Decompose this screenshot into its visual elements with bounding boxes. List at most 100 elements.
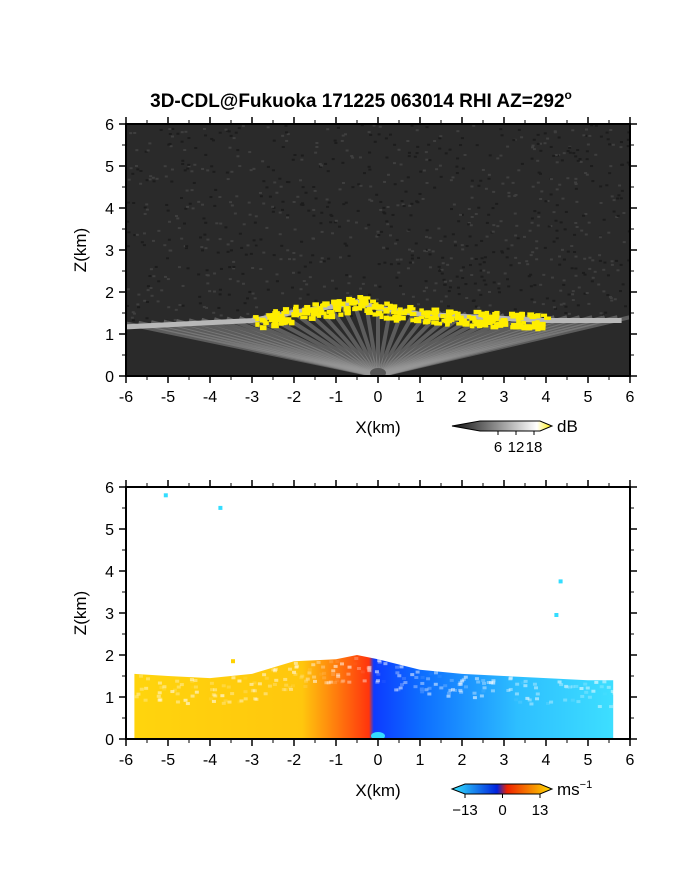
backscatter-aerosol-cell [483,316,488,322]
backscatter-beam [288,308,380,376]
velocity-gap-cell [347,680,352,684]
velocity-gap-cell [144,686,149,690]
backscatter-noise-cell [361,282,365,285]
velocity-gap-cell [257,682,262,686]
backscatter-noise-cell [474,244,478,247]
velocity-x-tick-label: -3 [245,752,259,769]
backscatter-noise-cell [369,185,373,188]
backscatter-noise-cell [320,230,324,233]
backscatter-noise-cell [451,233,455,236]
backscatter-noise-cell [606,274,610,277]
backscatter-noise-cell [399,258,403,261]
velocity-gap-cell [597,705,602,709]
backscatter-noise-cell [259,238,263,241]
backscatter-noise-cell [543,246,547,249]
backscatter-noise-cell [238,165,242,168]
backscatter-noise-cell [448,148,452,151]
backscatter-noise-cell [266,126,270,129]
backscatter-noise-cell [385,220,389,223]
backscatter-noise-cell [562,279,566,282]
backscatter-noise-cell [552,154,556,157]
backscatter-x-tick-label: -5 [161,389,175,406]
backscatter-beam [188,318,379,376]
backscatter-noise-cell [482,269,486,272]
backscatter-noise-cell [517,169,521,172]
backscatter-noise-cell [176,132,180,135]
backscatter-noise-cell [237,127,241,130]
backscatter-noise-cell [254,244,258,247]
backscatter-aerosol-cell [450,310,458,314]
backscatter-aerosol-cell [383,315,389,321]
backscatter-noise-cell [375,235,379,238]
backscatter-aerosol-cell [310,307,318,312]
backscatter-aerosol-cell [433,313,439,319]
backscatter-noise-cell [163,244,167,247]
backscatter-noise-cell [506,176,510,179]
backscatter-aerosol-cell [303,311,311,316]
backscatter-noise-cell [438,164,442,167]
backscatter-beam [377,315,581,376]
backscatter-noise-cell [612,199,616,202]
backscatter-noise-cell [379,208,383,211]
backscatter-noise-cell [126,201,130,204]
backscatter-noise-cell [320,164,324,167]
velocity-gap-cell [374,670,379,674]
velocity-gap-cell [377,659,382,663]
backscatter-noise-cell [499,220,503,223]
backscatter-noise-cell [571,299,575,302]
backscatter-noise-cell [491,207,495,210]
backscatter-noise-cell [278,233,282,236]
backscatter-noise-cell [341,134,345,137]
backscatter-noise-cell [292,258,296,261]
backscatter-noise-cell [584,134,588,137]
backscatter-colorbar-bar [451,420,554,432]
backscatter-noise-cell [576,304,580,307]
velocity-gap-cell [179,683,184,687]
backscatter-aerosol-cell [472,318,477,323]
backscatter-noise-cell [567,312,571,315]
backscatter-noise-cell [278,211,282,214]
velocity-y-tick-label: 5 [105,522,114,539]
velocity-gap-cell [559,683,564,687]
backscatter-noise-cell [160,289,164,292]
backscatter-noise-cell [537,215,541,218]
backscatter-noise-cell [368,151,372,154]
backscatter-aerosol-cell [424,313,429,319]
backscatter-noise-cell [343,242,347,245]
backscatter-noise-cell [238,232,242,235]
backscatter-colorbar-unit: dB [557,417,578,436]
backscatter-noise-cell [583,273,587,276]
velocity-gap-cell [221,684,226,688]
backscatter-noise-cell [232,260,236,263]
velocity-gap-cell [299,676,304,680]
backscatter-noise-cell [576,149,580,152]
backscatter-aerosol-cell [445,313,453,318]
velocity-isolated-echo [218,505,223,510]
backscatter-aerosol-cell [518,312,524,318]
backscatter-noise-cell [530,298,534,301]
backscatter-noise-cell [380,230,384,233]
velocity-gap-cell [376,672,381,676]
backscatter-noise-cell [330,279,334,282]
backscatter-y-tick-label: 1 [105,327,114,344]
backscatter-noise-cell [275,191,279,194]
backscatter-origin-blob [370,368,386,376]
backscatter-noise-cell [539,312,543,315]
backscatter-noise-cell [549,193,553,196]
backscatter-noise-cell [433,140,437,143]
backscatter-noise-cell [549,145,553,148]
velocity-isolated-echo [163,493,168,498]
backscatter-noise-cell [562,152,566,155]
backscatter-aerosol-cell [343,305,351,312]
backscatter-noise-cell [230,240,234,243]
backscatter-noise-cell [385,156,389,159]
backscatter-noise-cell [200,246,204,249]
backscatter-noise-cell [601,314,605,317]
backscatter-x-tick-label: -1 [329,389,343,406]
backscatter-noise-cell [584,233,588,236]
velocity-gap-cell [398,686,403,690]
backscatter-noise-cell [568,146,572,149]
backscatter-aerosol-cell [445,321,450,327]
backscatter-noise-cell [354,221,358,224]
backscatter-noise-cell [144,150,148,153]
